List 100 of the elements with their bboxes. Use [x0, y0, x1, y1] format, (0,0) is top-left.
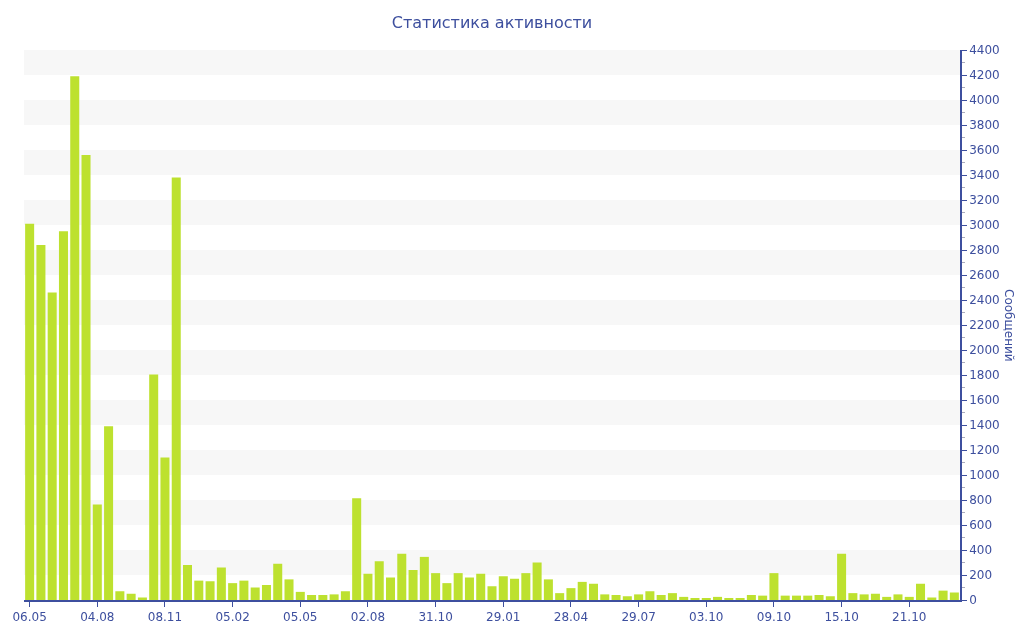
bar — [555, 593, 565, 600]
bar — [532, 562, 542, 600]
x-tick-label: 09.10 — [756, 610, 792, 625]
y-tick-label: 2600 — [969, 268, 1000, 283]
bar — [397, 553, 407, 600]
x-tick-label: 29.01 — [486, 610, 521, 625]
x-tick-label: 31.10 — [418, 610, 453, 625]
bar — [81, 155, 91, 600]
bar — [893, 594, 903, 600]
y-tick-label: 3600 — [969, 143, 1000, 158]
y-tick-label: 600 — [969, 518, 993, 533]
bar — [949, 592, 959, 600]
bar — [70, 76, 80, 600]
bar — [825, 596, 835, 600]
bar — [904, 596, 914, 600]
bar — [453, 573, 463, 600]
bar — [611, 595, 621, 600]
bar — [115, 591, 125, 600]
bar — [588, 583, 598, 600]
bar — [329, 594, 339, 600]
bar — [837, 553, 847, 600]
bar — [870, 593, 880, 600]
y-tick-label: 2000 — [969, 343, 1000, 358]
bar — [386, 577, 396, 600]
bar — [543, 579, 553, 600]
bar — [216, 567, 226, 600]
bar — [645, 591, 655, 600]
bar — [318, 595, 328, 600]
bar — [205, 581, 215, 600]
bar — [442, 583, 452, 600]
y-tick-label: 2400 — [969, 293, 1000, 308]
bar — [848, 593, 858, 600]
bar — [521, 573, 531, 600]
x-tick-label: 29.07 — [621, 610, 656, 625]
x-tick-label: 05.05 — [283, 610, 318, 625]
y-tick-label: 4400 — [969, 43, 1000, 58]
bar — [126, 593, 136, 600]
x-tick-label: 03.10 — [689, 610, 724, 625]
bar — [600, 594, 610, 600]
bar — [758, 595, 768, 600]
bar — [36, 245, 46, 600]
y-tick-label: 4000 — [969, 93, 1000, 108]
bar — [679, 596, 689, 600]
bar — [803, 595, 813, 600]
bar — [780, 595, 790, 600]
x-tick-label: 02.08 — [350, 610, 386, 625]
bar — [284, 579, 294, 600]
bar — [92, 504, 102, 600]
y-tick-label: 2800 — [969, 243, 1000, 258]
x-tick-label: 05.02 — [215, 610, 250, 625]
bar — [363, 573, 373, 600]
bar — [149, 374, 159, 600]
bar — [408, 570, 418, 600]
bar — [634, 594, 644, 600]
y-tick-label: 3400 — [969, 168, 1000, 183]
x-tick-label: 06.05 — [12, 610, 47, 625]
bar — [769, 573, 779, 600]
bar — [352, 498, 362, 600]
bar — [487, 586, 497, 600]
y-tick-label: 1200 — [969, 443, 1000, 458]
y-tick-label: 2200 — [969, 318, 1000, 333]
y-tick-label: 1600 — [969, 393, 1000, 408]
y-tick-label: 3200 — [969, 193, 1000, 208]
bar — [183, 565, 193, 600]
bar — [916, 583, 926, 600]
bar — [814, 595, 824, 600]
bar — [566, 588, 576, 600]
y-tick-label: 4200 — [969, 68, 1000, 83]
bar — [476, 573, 486, 600]
y-tick-label: 1000 — [969, 468, 1000, 483]
x-tick-label: 28.04 — [553, 610, 589, 625]
bar — [307, 595, 317, 600]
y-tick-label: 0 — [969, 593, 977, 608]
x-tick-label: 15.10 — [824, 610, 859, 625]
y-tick-label: 400 — [969, 543, 993, 558]
y-tick-label: 200 — [969, 568, 993, 583]
bar — [104, 426, 114, 600]
y-tick-label: 1800 — [969, 368, 1000, 383]
bar — [464, 577, 474, 600]
bar — [938, 590, 948, 600]
y-tick-label: 3800 — [969, 118, 1000, 133]
y-tick-label: 3000 — [969, 218, 1000, 233]
bar — [374, 561, 384, 600]
bar — [295, 591, 305, 600]
y-tick-label: 1400 — [969, 418, 1000, 433]
bar — [859, 594, 869, 600]
bar — [239, 580, 249, 600]
bar — [25, 223, 35, 600]
bar — [882, 596, 892, 600]
bar — [261, 585, 271, 600]
bar — [667, 593, 677, 600]
y-axis-title: Сообщений — [1002, 289, 1016, 362]
y-tick-label: 800 — [969, 493, 993, 508]
bar — [171, 177, 181, 600]
bar — [273, 563, 283, 600]
bar — [194, 580, 204, 600]
bar — [160, 457, 170, 600]
x-tick-label: 21.10 — [892, 610, 927, 625]
x-tick-label: 08.11 — [147, 610, 183, 625]
bar — [746, 595, 756, 600]
